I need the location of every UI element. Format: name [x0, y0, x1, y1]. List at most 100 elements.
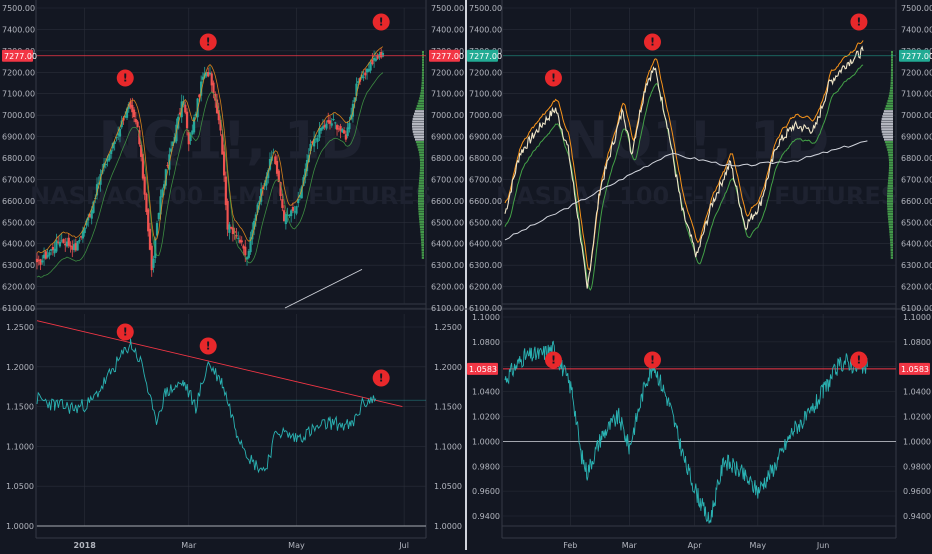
ratio-axis-label: 0.9400: [903, 512, 931, 521]
candle-body: [224, 176, 227, 206]
candle-body: [76, 241, 79, 251]
candle-body: [365, 68, 369, 73]
warning-icon-mark: !: [856, 16, 861, 29]
warning-icon-mark: !: [206, 36, 211, 49]
ratio-axis-label: 1.1000: [903, 313, 931, 322]
volume-profile-bar: [889, 236, 893, 239]
price-marker: 7277.00: [901, 52, 932, 61]
volume-profile-bar: [419, 159, 424, 162]
volume-profile-bar: [886, 102, 893, 105]
price-axis-label: 6800.00: [2, 154, 35, 163]
price-marker-bg: [429, 49, 460, 62]
warning-icon-badge: [116, 69, 134, 87]
candle-body: [113, 141, 116, 145]
candle-body: [328, 120, 332, 124]
volume-profile-bar: [890, 56, 893, 59]
price-axis-label: 6900.00: [901, 133, 932, 142]
candle-body: [85, 220, 88, 226]
volume-profile-bar: [890, 53, 893, 56]
candle-body: [74, 243, 77, 251]
volume-profile-bar: [887, 202, 893, 205]
warning-icon-mark: !: [650, 354, 655, 367]
warning-icon: !: [544, 351, 562, 369]
price-axis-label: 7000.00: [469, 111, 502, 120]
candle-body: [191, 130, 194, 135]
volume-profile-bar: [887, 213, 893, 216]
price-marker-bg: [2, 49, 33, 62]
volume-profile-bar: [888, 220, 893, 223]
candle-body: [147, 209, 150, 232]
candle-body: [205, 72, 208, 76]
volume-profile-bar: [421, 58, 424, 61]
volume-profile-bar: [887, 189, 893, 193]
candle-body: [346, 127, 349, 136]
candle-body: [164, 169, 167, 186]
price-axis-label: 6100.00: [2, 304, 35, 313]
candle-body: [343, 130, 346, 134]
volume-profile-bar: [421, 74, 424, 77]
warning-icon-badge: [372, 13, 390, 31]
candle-body: [189, 134, 192, 142]
candle-body: [364, 72, 367, 76]
warning-icon-badge: [116, 323, 134, 341]
volume-profile-bar: [421, 66, 424, 69]
ratio-marker: 1.0583: [901, 365, 929, 374]
moving-average-line: [36, 46, 384, 254]
candle-body: [125, 108, 129, 118]
candle-body: [207, 72, 210, 77]
candle-body: [321, 126, 325, 129]
candle-body: [261, 187, 265, 189]
volume-profile-bar: [415, 141, 424, 144]
volume-profile-bar: [890, 76, 893, 79]
candle-body: [337, 128, 340, 130]
candle-body: [161, 189, 164, 197]
candle-body: [88, 213, 92, 217]
candle-body: [141, 154, 144, 179]
candle-body: [106, 158, 109, 162]
warning-icon: !: [372, 369, 390, 387]
candle-body: [252, 220, 256, 230]
candle-body: [58, 241, 62, 247]
candle-body: [268, 159, 272, 170]
candle-body: [244, 246, 247, 256]
candle-body: [311, 141, 314, 144]
price-axis-label: 6600.00: [901, 197, 932, 206]
candle-body: [159, 196, 162, 215]
volume-profile-bar: [421, 53, 424, 56]
price-axis-label: 6300.00: [431, 261, 464, 270]
long-moving-average-line: [504, 140, 868, 241]
candle-body: [304, 168, 307, 178]
volume-profile-bar: [889, 231, 893, 234]
volume-profile-bar: [419, 174, 424, 177]
volume-profile-bar: [881, 117, 893, 121]
volume-profile-bar: [418, 200, 424, 203]
volume-profile-bar: [889, 228, 893, 231]
price-axis-label: 6100.00: [901, 304, 932, 313]
volume-profile-bar: [420, 92, 424, 95]
candle-body: [129, 101, 132, 108]
candle-body: [60, 240, 63, 242]
price-axis-label: 7400.00: [901, 25, 932, 34]
price-axis-label: 7200.00: [469, 68, 502, 77]
candle-body: [35, 258, 39, 263]
volume-profile-bar: [889, 89, 893, 92]
volume-profile-bar: [888, 156, 893, 159]
candle-body: [355, 83, 358, 96]
volume-profile-bar: [419, 218, 424, 221]
price-axis-label: 6500.00: [431, 218, 464, 227]
candle-body: [313, 138, 316, 147]
volume-profile-bar: [887, 187, 893, 190]
volume-profile-bar: [418, 213, 424, 216]
candle-body: [67, 237, 70, 246]
candle-body: [228, 224, 231, 233]
ratio-axis-label: 1.0800: [472, 338, 500, 347]
candle-body: [277, 170, 280, 183]
price-axis-label: 6400.00: [431, 240, 464, 249]
price-axis-label: 7500.00: [2, 4, 35, 13]
ratio-axis-label: 1.0000: [434, 522, 462, 531]
candle-body: [185, 111, 189, 129]
volume-profile-bar: [418, 195, 424, 198]
volume-profile-bar: [883, 138, 893, 141]
volume-profile-bar: [888, 218, 893, 221]
warning-icon: !: [643, 33, 661, 51]
